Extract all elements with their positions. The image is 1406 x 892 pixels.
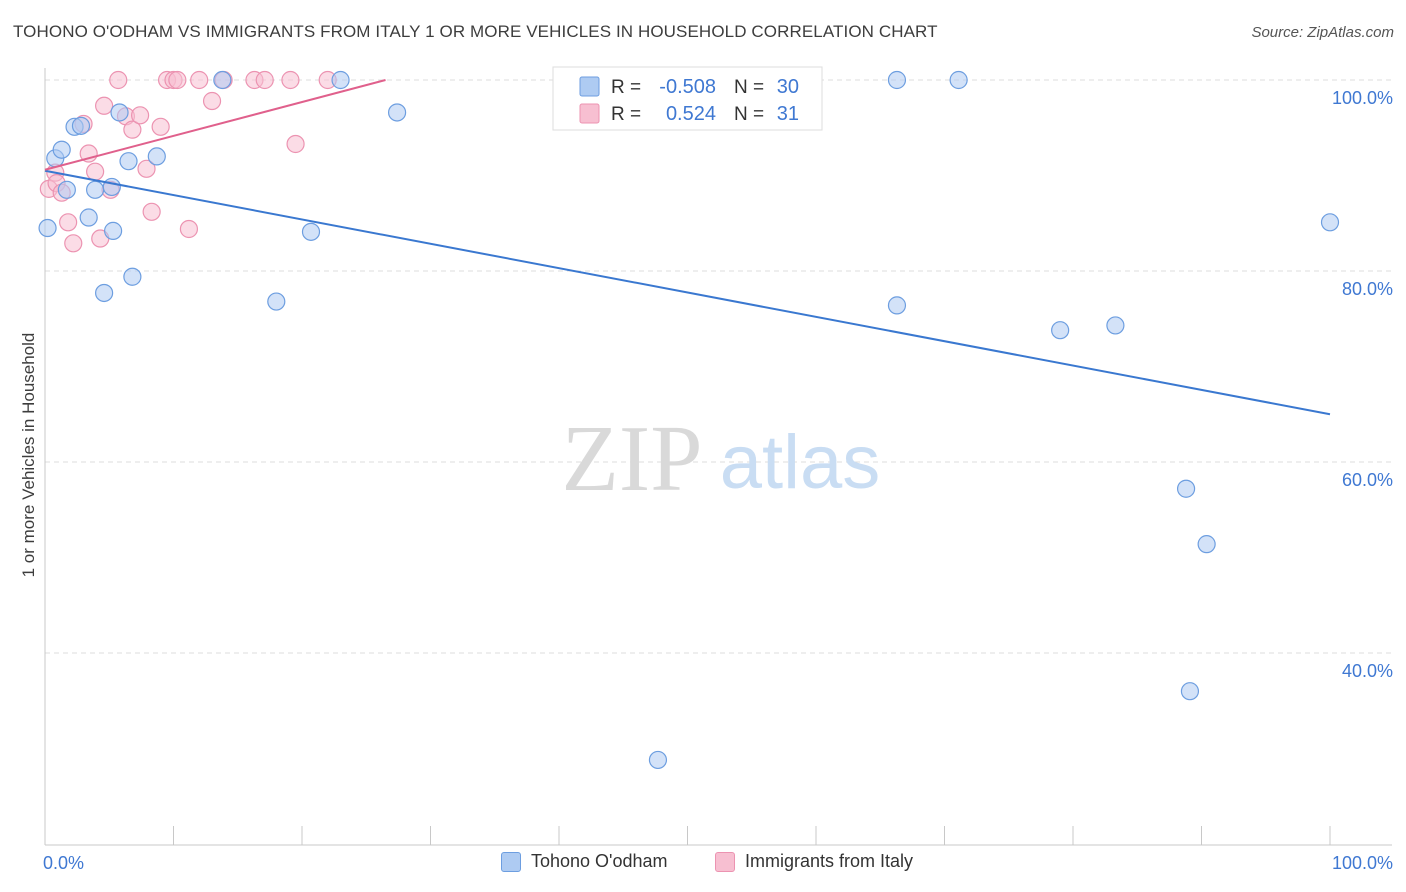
tohono-point[interactable] — [887, 296, 907, 315]
watermark-zip: ZIP — [562, 407, 703, 511]
italy-point[interactable] — [255, 70, 274, 90]
trend-line-italy — [44, 79, 386, 171]
x-tick-labels: 0.0% 100.0% — [43, 853, 1393, 873]
stats-legend: R = -0.508 N = 30 R = 0.524 N = 31 — [552, 66, 823, 131]
legend-item-tohono[interactable]: Tohono O'odham — [501, 851, 668, 872]
italy-point[interactable] — [179, 219, 199, 239]
tohono-point[interactable] — [331, 70, 350, 90]
tohono-point[interactable] — [86, 180, 105, 199]
tohono-point[interactable] — [648, 750, 668, 770]
y-tick-label: 60.0% — [1342, 470, 1393, 490]
italy-point[interactable] — [64, 234, 83, 253]
watermark: ZIP atlas — [562, 407, 881, 511]
italy-point[interactable] — [281, 70, 300, 90]
stats-n-value-tohono: 30 — [777, 76, 799, 98]
trend-lines — [44, 79, 1331, 416]
italy-point[interactable] — [86, 162, 105, 181]
watermark-atlas: atlas — [720, 420, 881, 505]
tohono-point[interactable] — [1106, 316, 1125, 335]
tohono-point[interactable] — [102, 177, 121, 197]
tohono-point[interactable] — [147, 147, 166, 166]
italy-point[interactable] — [109, 70, 128, 90]
italy-point[interactable] — [190, 70, 209, 90]
italy-point[interactable] — [151, 117, 170, 136]
stats-r-value-italy: 0.524 — [666, 103, 716, 125]
gridlines — [45, 79, 1392, 654]
x-tick-label: 100.0% — [1332, 853, 1393, 873]
tohono-point[interactable] — [887, 70, 907, 90]
tohono-point[interactable] — [119, 152, 138, 171]
tohono-point[interactable] — [1197, 535, 1216, 554]
y-tick-label: 100.0% — [1332, 88, 1393, 108]
tohono-point[interactable] — [301, 222, 321, 241]
series-tohono-points — [38, 70, 1340, 770]
chart-title: TOHONO O'ODHAM VS IMMIGRANTS FROM ITALY … — [13, 22, 938, 41]
legend-item-italy[interactable]: Immigrants from Italy — [715, 851, 913, 872]
italy-point[interactable] — [137, 159, 156, 178]
stats-n-label-tohono: N = — [734, 77, 764, 98]
y-tick-label: 40.0% — [1342, 661, 1393, 681]
italy-point[interactable] — [59, 213, 78, 232]
axes — [44, 68, 1392, 846]
italy-point[interactable] — [130, 106, 150, 125]
x-tick-label: 0.0% — [43, 853, 84, 873]
tohono-point[interactable] — [38, 218, 57, 238]
y-tick-label: 80.0% — [1342, 279, 1393, 299]
stats-r-label-tohono: R = — [611, 77, 641, 98]
tohono-point[interactable] — [1051, 321, 1070, 340]
italy-point[interactable] — [286, 134, 305, 154]
tohono-point[interactable] — [1176, 479, 1196, 498]
tohono-point[interactable] — [104, 221, 123, 240]
tohono-point[interactable] — [57, 180, 76, 199]
legend-swatch-blue — [501, 851, 521, 872]
tohono-point[interactable] — [213, 70, 232, 90]
tohono-point[interactable] — [52, 140, 71, 159]
italy-point[interactable] — [202, 91, 222, 111]
y-tick-labels: 40.0% 60.0% 80.0% 100.0% — [1332, 88, 1393, 681]
stats-r-value-tohono: -0.508 — [659, 76, 716, 98]
trend-line-tohono — [44, 169, 1331, 416]
stats-n-value-italy: 31 — [777, 103, 799, 125]
legend-label-tohono: Tohono O'odham — [531, 851, 668, 871]
tohono-point[interactable] — [1320, 213, 1340, 232]
legend-swatch-pink — [715, 851, 735, 872]
stats-n-label-italy: N = — [734, 104, 764, 125]
tohono-point[interactable] — [110, 103, 129, 122]
stats-swatch-tohono — [579, 76, 600, 97]
source-label: Source: ZipAtlas.com — [1251, 24, 1394, 41]
italy-point[interactable] — [142, 202, 161, 221]
tohono-point[interactable] — [71, 116, 91, 135]
stats-r-label-italy: R = — [611, 104, 641, 125]
tohono-point[interactable] — [123, 267, 142, 286]
legend-label-italy: Immigrants from Italy — [745, 851, 914, 871]
italy-point[interactable] — [168, 70, 187, 90]
italy-point[interactable] — [95, 96, 114, 115]
stats-swatch-italy — [579, 103, 600, 124]
tohono-point[interactable] — [1180, 682, 1200, 701]
tohono-point[interactable] — [79, 208, 98, 227]
tohono-point[interactable] — [387, 103, 407, 122]
italy-point[interactable] — [123, 120, 142, 139]
tohono-point[interactable] — [949, 70, 968, 90]
bottom-legend: Tohono O'odham Immigrants from Italy — [0, 851, 1406, 879]
tohono-point[interactable] — [267, 292, 286, 311]
tohono-point[interactable] — [95, 283, 114, 303]
